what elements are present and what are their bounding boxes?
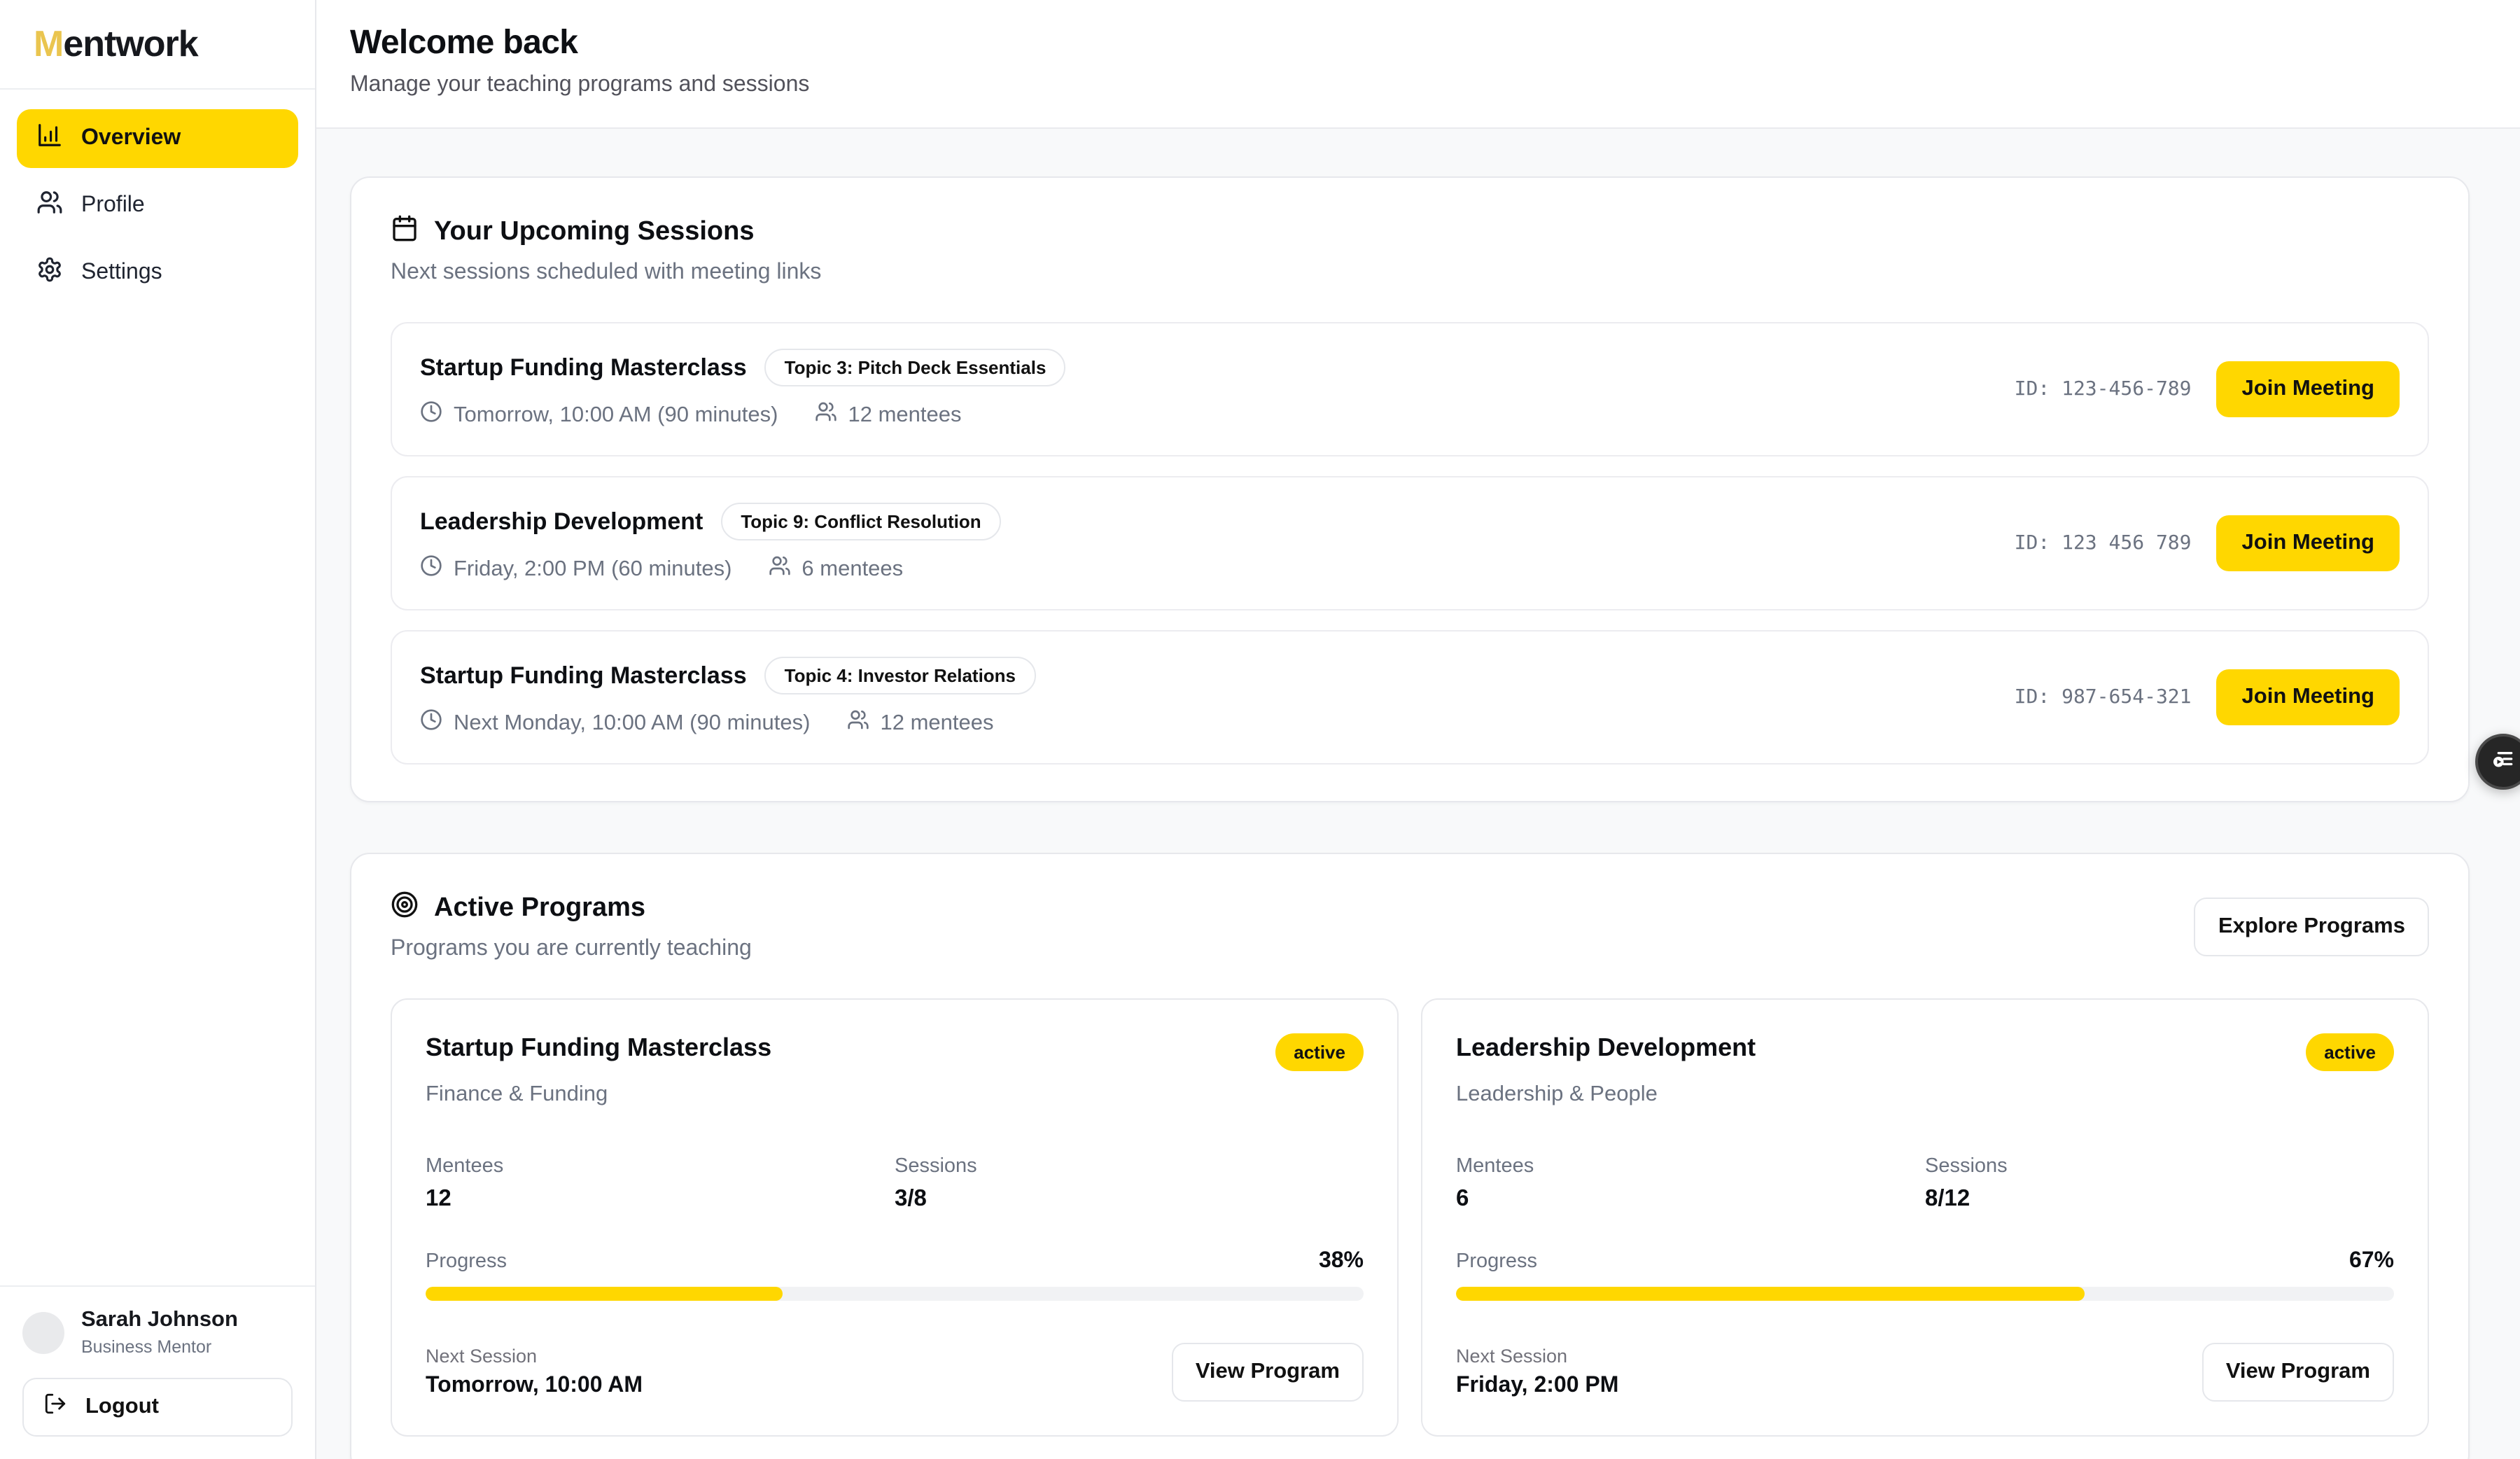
session-time: Friday, 2:00 PM (60 minutes): [454, 557, 732, 580]
sidebar-item-settings[interactable]: Settings: [17, 244, 298, 302]
session-time: Tomorrow, 10:00 AM (90 minutes): [454, 403, 778, 426]
program-name: Leadership Development: [1456, 1033, 1756, 1061]
next-session-label: Next Session: [1456, 1346, 1568, 1367]
meeting-id: ID: 987-654-321: [2014, 686, 2192, 708]
target-icon: [391, 891, 419, 927]
calendar-icon: [391, 214, 419, 251]
sidebar-item-label: Settings: [81, 260, 162, 284]
sidebar-user-block: Sarah Johnson Business Mentor Logout: [0, 1285, 315, 1459]
upcoming-title: Your Upcoming Sessions: [434, 217, 755, 246]
sidebar-item-profile[interactable]: Profile: [17, 176, 298, 235]
page-header: Welcome back Manage your teaching progra…: [316, 0, 2520, 129]
program-name: Startup Funding Masterclass: [426, 1033, 772, 1061]
brand-logo: Mentwork: [0, 0, 315, 90]
view-program-button[interactable]: View Program: [1171, 1343, 1364, 1402]
program-category: Finance & Funding: [426, 1082, 608, 1106]
session-program-name: Startup Funding Masterclass: [420, 354, 747, 380]
logout-icon: [43, 1392, 67, 1423]
explore-programs-button[interactable]: Explore Programs: [2194, 897, 2429, 956]
meeting-id: ID: 123-456-789: [2014, 378, 2192, 400]
meeting-id: ID: 123 456 789: [2014, 532, 2192, 554]
user-role: Business Mentor: [81, 1337, 212, 1357]
clock-icon: [420, 400, 442, 430]
session-program-name: Leadership Development: [420, 508, 704, 534]
sidebar-item-label: Overview: [81, 126, 181, 150]
user-name: Sarah Johnson: [81, 1308, 238, 1332]
join-meeting-button[interactable]: Join Meeting: [2216, 515, 2400, 571]
session-list: Startup Funding Masterclass Topic 3: Pit…: [391, 322, 2429, 765]
session-row: Leadership Development Topic 9: Conflict…: [391, 476, 2429, 610]
clock-icon: [420, 554, 442, 584]
progress-percent: 38%: [1318, 1249, 1364, 1273]
session-topic-badge: Topic 3: Pitch Deck Essentials: [764, 349, 1066, 386]
program-grid: Startup Funding Masterclass active Finan…: [391, 998, 2429, 1437]
next-session-value: Friday, 2:00 PM: [1456, 1374, 1619, 1397]
progress-label: Progress: [1456, 1250, 1538, 1273]
mentees-value: 6: [1456, 1186, 1469, 1211]
progress-bar-track: [1456, 1287, 2394, 1301]
main-area: Welcome back Manage your teaching progra…: [316, 0, 2520, 1459]
progress-percent: 67%: [2348, 1249, 2394, 1273]
status-badge: active: [1275, 1033, 1364, 1071]
session-mentees: 12 mentees: [880, 711, 994, 734]
program-category: Leadership & People: [1456, 1082, 1658, 1106]
users-icon: [846, 708, 869, 738]
next-session-label: Next Session: [426, 1346, 538, 1367]
session-time: Next Monday, 10:00 AM (90 minutes): [454, 711, 811, 734]
programs-subtitle: Programs you are currently teaching: [391, 937, 752, 961]
content: Your Upcoming Sessions Next sessions sch…: [316, 129, 2520, 1459]
progress-label: Progress: [426, 1250, 507, 1273]
program-card: Startup Funding Masterclass active Finan…: [391, 998, 1399, 1437]
sessions-value: 8/12: [1925, 1186, 1970, 1211]
avatar: [22, 1311, 64, 1353]
progress-bar-fill: [1456, 1287, 2085, 1301]
active-programs-card: Active Programs Programs you are current…: [350, 853, 2470, 1459]
progress-bar-track: [426, 1287, 1364, 1301]
session-row: Startup Funding Masterclass Topic 3: Pit…: [391, 322, 2429, 456]
session-mentees: 12 mentees: [848, 403, 962, 426]
logout-button[interactable]: Logout: [22, 1378, 293, 1437]
sessions-label: Sessions: [1925, 1155, 2008, 1178]
sidebar: Mentwork Overview Profile Settings: [0, 0, 316, 1459]
sessions-label: Sessions: [895, 1155, 977, 1178]
next-session-value: Tomorrow, 10:00 AM: [426, 1374, 643, 1397]
session-row: Startup Funding Masterclass Topic 4: Inv…: [391, 630, 2429, 765]
sessions-value: 3/8: [895, 1186, 927, 1211]
upcoming-subtitle: Next sessions scheduled with meeting lin…: [391, 260, 822, 284]
gear-icon: [36, 256, 63, 290]
session-program-name: Startup Funding Masterclass: [420, 662, 747, 688]
mentees-label: Mentees: [1456, 1155, 1534, 1178]
page-subtitle: Manage your teaching programs and sessio…: [350, 73, 810, 97]
status-badge: active: [2306, 1033, 2394, 1071]
program-card: Leadership Development active Leadership…: [1421, 998, 2429, 1437]
session-topic-badge: Topic 9: Conflict Resolution: [721, 503, 1001, 540]
floating-actions-button[interactable]: [2475, 734, 2520, 790]
programs-title: Active Programs: [434, 893, 646, 923]
sidebar-nav: Overview Profile Settings: [0, 90, 315, 1285]
sidebar-item-overview[interactable]: Overview: [17, 109, 298, 168]
join-meeting-button[interactable]: Join Meeting: [2216, 669, 2400, 725]
page-title: Welcome back: [350, 24, 578, 62]
clock-icon: [420, 708, 442, 738]
logout-label: Logout: [85, 1395, 160, 1418]
upcoming-sessions-card: Your Upcoming Sessions Next sessions sch…: [350, 176, 2470, 802]
users-icon: [36, 189, 63, 223]
brand-accent-letter: M: [34, 22, 64, 64]
mentees-label: Mentees: [426, 1155, 504, 1178]
session-mentees: 6 mentees: [802, 557, 904, 580]
join-meeting-button[interactable]: Join Meeting: [2216, 361, 2400, 417]
mentees-value: 12: [426, 1186, 451, 1211]
users-icon: [768, 554, 790, 584]
brand-rest: entwork: [63, 22, 198, 64]
view-program-button[interactable]: View Program: [2202, 1343, 2394, 1402]
progress-bar-fill: [426, 1287, 783, 1301]
list-play-icon: [2489, 744, 2517, 779]
user-row: Sarah Johnson Business Mentor: [22, 1308, 293, 1357]
sidebar-item-label: Profile: [81, 193, 145, 217]
chart-column-icon: [36, 122, 63, 155]
users-icon: [815, 400, 837, 430]
session-topic-badge: Topic 4: Investor Relations: [764, 657, 1036, 694]
